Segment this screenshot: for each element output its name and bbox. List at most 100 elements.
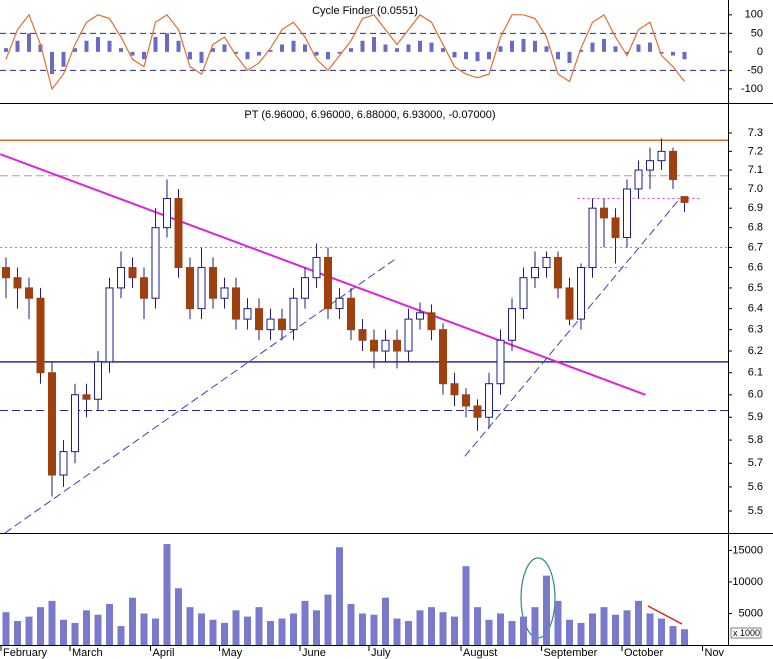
y-tick-label: 7.2 — [748, 145, 763, 157]
y-tick-label: 6.2 — [748, 345, 763, 357]
volume-bar — [554, 600, 562, 645]
candle-body — [186, 267, 194, 310]
oscillator-bar — [602, 38, 606, 52]
candle-body — [577, 267, 585, 320]
y-tick-label: 6.5 — [748, 282, 763, 294]
oscillator-bar — [383, 44, 388, 52]
volume-panel — [2, 544, 688, 645]
volume-bar — [577, 622, 585, 645]
volume-bar — [462, 566, 470, 645]
volume-bar — [669, 626, 677, 645]
volume-bar — [186, 607, 194, 645]
oscillator-bar — [165, 33, 169, 52]
y-tick-label: 7.0 — [748, 183, 763, 195]
volume-bar — [163, 544, 171, 645]
trend-line — [0, 153, 646, 396]
oscillator-bar — [521, 38, 526, 52]
volume-bar — [428, 607, 435, 645]
volume-bar — [646, 613, 654, 645]
volume-bar — [140, 613, 148, 645]
candle-body — [82, 394, 91, 400]
x-tick-label: August — [463, 647, 497, 659]
oscillator-bar — [280, 44, 284, 52]
candle-body — [657, 150, 666, 162]
candle-body — [59, 451, 68, 476]
oscillator-bar — [199, 51, 204, 63]
candle-body — [25, 287, 33, 299]
volume-bar — [221, 622, 228, 645]
volume-bar — [405, 621, 412, 645]
trend-line — [464, 198, 681, 457]
volume-bar — [543, 575, 550, 645]
y-tick-label: 50 — [751, 27, 763, 39]
x-tick-label: May — [222, 647, 243, 659]
oscillator-bar — [510, 40, 514, 52]
y-tick-label: 6.9 — [748, 202, 763, 214]
volume-bar — [83, 610, 90, 645]
oscillator-bar — [556, 51, 560, 60]
volume-bar — [37, 607, 44, 645]
y-tick-label: 6.8 — [748, 222, 763, 234]
candle-body — [105, 287, 114, 363]
x-tick-label: March — [72, 647, 103, 659]
candle-body — [680, 196, 689, 203]
candle-body — [174, 198, 183, 269]
candle-body — [278, 318, 286, 331]
candle-body — [71, 394, 79, 453]
candle-body — [646, 160, 654, 171]
oscillator-bar — [395, 48, 399, 52]
candle-body — [634, 169, 643, 190]
oscillator-bar — [38, 44, 43, 52]
annotation-line — [647, 605, 683, 625]
candle-body — [324, 256, 332, 310]
volume-bar — [278, 618, 286, 645]
oscillator-bar — [648, 42, 652, 52]
oscillator-bar — [579, 50, 583, 52]
x-tick-label: Nov — [705, 647, 725, 659]
oscillator-panel — [0, 13, 728, 91]
candle-body — [128, 267, 137, 279]
oscillator-bar — [61, 51, 66, 67]
price-panel — [0, 138, 728, 533]
candle-body — [393, 339, 401, 352]
candle-body — [669, 150, 677, 180]
volume-bar — [313, 610, 320, 645]
volume-bar — [267, 621, 274, 645]
oscillator-bar — [130, 51, 135, 56]
candle-body — [163, 198, 171, 229]
volume-bar — [48, 600, 56, 645]
volume-bar — [623, 610, 631, 645]
oscillator-bar — [234, 51, 238, 54]
oscillator-line — [5, 13, 685, 91]
oscillator-bar — [153, 37, 158, 52]
volume-bar — [485, 619, 493, 645]
volume-bar — [14, 621, 21, 645]
x-tick-label: July — [371, 647, 391, 659]
candle-body — [301, 277, 309, 299]
y-tick-label: 100 — [745, 9, 763, 21]
candle-body — [209, 267, 217, 299]
x-axis: February March April May June July August Septe… — [0, 645, 725, 659]
candle-body — [427, 312, 436, 331]
y-tick-label: 6.4 — [748, 303, 763, 315]
candle-body — [554, 256, 562, 289]
volume-bar — [152, 618, 159, 645]
oscillator-bar — [337, 51, 342, 54]
oscillator-bar — [142, 51, 146, 60]
y-tick-label: 15000 — [732, 544, 763, 556]
y-tick-label: 5.7 — [748, 457, 763, 469]
candle-body — [611, 217, 620, 239]
candle-body — [266, 318, 275, 331]
volume-bar — [290, 613, 297, 645]
oscillator-bar — [211, 48, 215, 52]
volume-bar — [497, 613, 504, 645]
volume-bar — [129, 597, 136, 645]
candle-body — [623, 188, 631, 239]
volume-bar — [393, 618, 401, 645]
y-tick-label: 10000 — [732, 576, 763, 588]
candle-body — [117, 267, 125, 289]
y-tick-label: 6.3 — [748, 324, 763, 336]
y-tick-label: 5000 — [739, 607, 763, 619]
volume-bar — [175, 588, 182, 645]
candle-body — [600, 207, 608, 219]
